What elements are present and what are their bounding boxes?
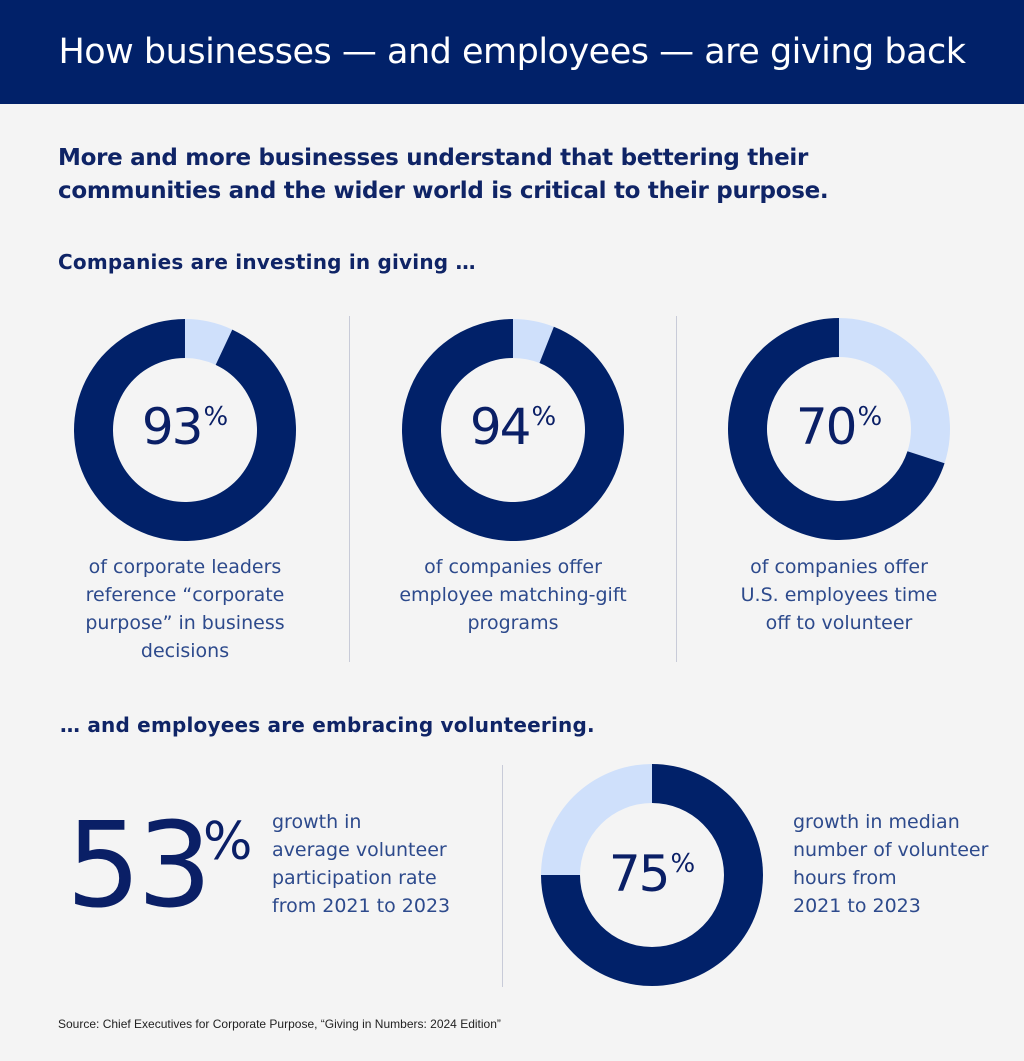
stat-value-70: 70%	[795, 398, 883, 456]
donut-chart-70	[728, 318, 950, 540]
column-divider	[349, 316, 350, 662]
donut-chart-94	[402, 319, 624, 541]
page-title: How businesses — and employees — are giv…	[58, 32, 966, 72]
donut-chart-75	[541, 764, 763, 986]
section-heading-companies: Companies are investing in giving …	[58, 250, 476, 274]
column-divider	[502, 765, 503, 987]
section-heading-employees: … and employees are embracing volunteeri…	[60, 713, 595, 737]
stat-caption-94: of companies offer employee matching-gif…	[399, 556, 627, 634]
stat-value-93: 93%	[141, 398, 229, 456]
column-divider	[676, 316, 677, 662]
donut-chart-93	[74, 319, 296, 541]
stat-caption-93: of corporate leaders reference “corporat…	[85, 556, 285, 662]
stat-value-53: 53	[66, 796, 212, 934]
stat-unit-53: %	[203, 812, 253, 872]
stat-caption-53: growth in average volunteer participatio…	[272, 811, 451, 917]
header-banner: How businesses — and employees — are giv…	[0, 0, 1024, 104]
stat-caption-70: of companies offer U.S. employees time o…	[740, 556, 938, 634]
intro-text: More and more businesses understand that…	[58, 145, 829, 204]
source-citation: Source: Chief Executives for Corporate P…	[58, 1017, 501, 1031]
stat-value-94: 94%	[469, 398, 557, 456]
stat-caption-75: growth in median number of volunteer hou…	[793, 811, 989, 917]
stat-value-75: 75%	[608, 845, 696, 903]
